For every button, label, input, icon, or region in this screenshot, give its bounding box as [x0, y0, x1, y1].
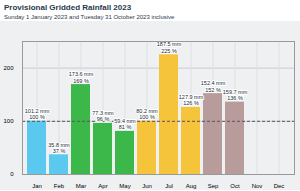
svg-text:101.2 mm100 %: 101.2 mm100 % [25, 108, 50, 120]
svg-text:Dec: Dec [274, 183, 285, 189]
svg-text:Apr: Apr [98, 183, 107, 189]
svg-text:80.2 mm100 %: 80.2 mm100 % [136, 108, 158, 120]
html-text:152.4 mm: 152.4 mm [200, 80, 226, 87]
svg-text:100: 100 [3, 118, 14, 124]
svg-text:77.3 mm96 %: 77.3 mm96 % [92, 110, 114, 122]
svg-text:200: 200 [3, 65, 14, 71]
html-text:152 %: 152 % [205, 86, 221, 93]
svg-text:Sep: Sep [208, 183, 219, 189]
svg-text:Aug: Aug [186, 183, 197, 189]
html-text:Provisional Gridded Rainfall 2: Provisional Gridded Rainfall 2023 [4, 3, 132, 12]
svg-text:Nov: Nov [252, 183, 263, 189]
svg-text:May: May [119, 183, 130, 189]
svg-text:0: 0 [10, 171, 14, 177]
svg-text:59.4 mm81 %: 59.4 mm81 % [114, 118, 136, 130]
svg-text:Mar: Mar [76, 183, 86, 189]
svg-text:159.7 mm136 %: 159.7 mm136 % [223, 89, 248, 101]
svg-text:127.9 mm126 %: 127.9 mm126 % [179, 94, 204, 106]
svg-text:Jun: Jun [142, 183, 152, 189]
html-text:Sunday 1 January 2023 and Tues: Sunday 1 January 2023 and Tuesday 31 Oct… [4, 14, 175, 20]
svg-text:173.6 mm169 %: 173.6 mm169 % [69, 71, 94, 83]
svg-text:Feb: Feb [54, 183, 65, 189]
svg-text:Jul: Jul [165, 183, 173, 189]
svg-text:187.5 mm225 %: 187.5 mm225 % [157, 41, 182, 53]
svg-text:Jan: Jan [32, 183, 42, 189]
svg-text:35.8 mm37 %: 35.8 mm37 % [48, 141, 70, 153]
svg-text:Oct: Oct [230, 183, 240, 189]
